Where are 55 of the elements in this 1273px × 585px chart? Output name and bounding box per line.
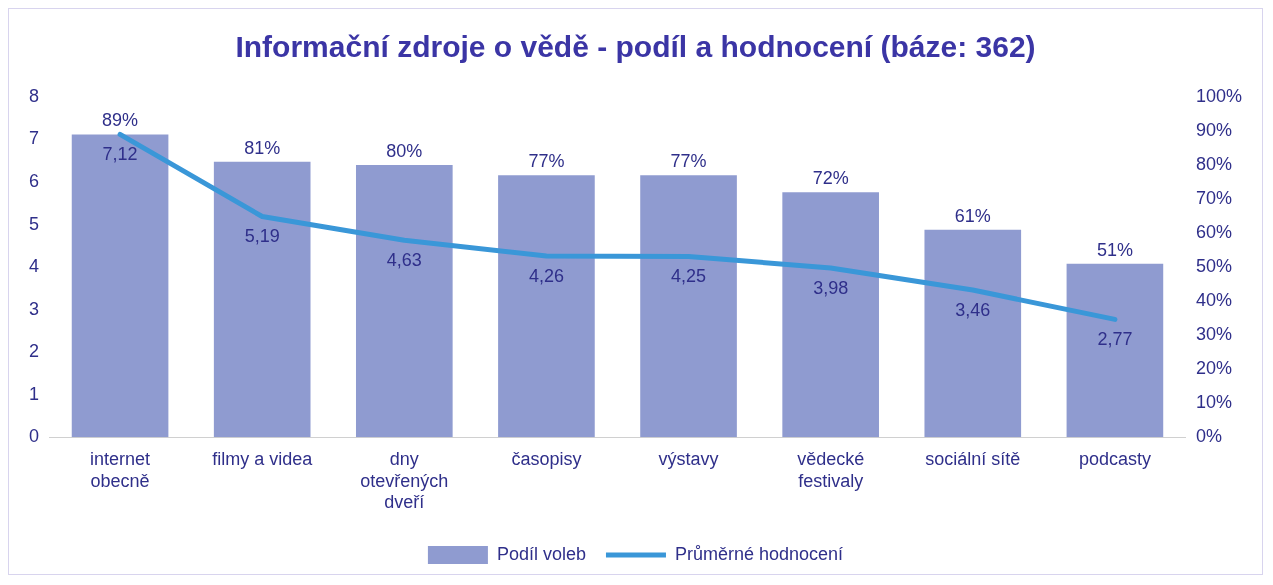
y-tick-label: 6 <box>29 171 40 192</box>
data-label: 89% <box>102 110 139 131</box>
y2-tick-label: 30% <box>1195 324 1232 345</box>
bar <box>1066 263 1164 438</box>
legend-label: Průměrné hodnocení <box>674 543 844 564</box>
legend-label: Podíl voleb <box>496 543 586 564</box>
y-tick-label: 7 <box>29 128 40 149</box>
x-tick-label: sociální sítě <box>925 448 1021 469</box>
data-label: 2,77 <box>1097 329 1133 350</box>
data-label: 61% <box>954 205 991 226</box>
y-tick-label: 1 <box>29 383 40 404</box>
y2-tick-label: 70% <box>1195 188 1232 209</box>
data-label: 77% <box>528 151 565 172</box>
data-label: 51% <box>1096 239 1133 260</box>
bar <box>640 175 737 438</box>
y2-tick-label: 50% <box>1195 256 1232 277</box>
data-label: 3,98 <box>813 277 849 298</box>
y2-tick-label: 10% <box>1195 392 1232 413</box>
x-tick-label: podcasty <box>1078 448 1151 469</box>
y2-tick-label: 60% <box>1195 222 1232 243</box>
y-tick-label: 4 <box>29 256 40 277</box>
x-tick-label: časopisy <box>511 448 582 469</box>
bar <box>355 165 453 438</box>
bar <box>213 161 311 438</box>
data-label: 80% <box>386 141 423 162</box>
y2-tick-label: 100% <box>1195 85 1243 106</box>
y2-tick-label: 0% <box>1195 426 1222 447</box>
bar <box>71 134 169 438</box>
data-label: 4,25 <box>671 266 707 287</box>
bar <box>782 192 879 438</box>
x-tick-label: výstavy <box>658 448 719 469</box>
y2-tick-label: 90% <box>1195 119 1232 140</box>
bar <box>924 229 1022 438</box>
y-tick-label: 8 <box>29 85 40 106</box>
y-tick-label: 0 <box>29 426 40 447</box>
y-tick-label: 3 <box>29 298 40 319</box>
data-label: 77% <box>670 151 707 172</box>
data-label: 5,19 <box>244 226 280 247</box>
x-tick-label: filmy a videa <box>212 448 314 469</box>
x-tick-label: vědecké festivaly <box>797 448 865 491</box>
y2-tick-label: 20% <box>1195 358 1232 379</box>
y2-tick-label: 80% <box>1195 154 1232 175</box>
y-tick-label: 2 <box>29 341 40 362</box>
chart-title: Informační zdroje o vědě - podíl a hodnocení (báze: 362) <box>235 30 1036 64</box>
data-label: 81% <box>244 137 281 158</box>
data-label: 7,12 <box>102 144 138 165</box>
data-label: 4,63 <box>386 250 422 271</box>
y-tick-label: 5 <box>29 213 40 234</box>
data-label: 3,46 <box>955 300 991 321</box>
data-label: 4,26 <box>528 266 564 287</box>
x-tick-label: dny otevřených dveří <box>360 448 449 513</box>
bar <box>498 175 595 438</box>
x-tick-label: internet obecně <box>90 448 151 491</box>
data-label: 72% <box>812 168 849 189</box>
y2-tick-label: 40% <box>1195 290 1232 311</box>
